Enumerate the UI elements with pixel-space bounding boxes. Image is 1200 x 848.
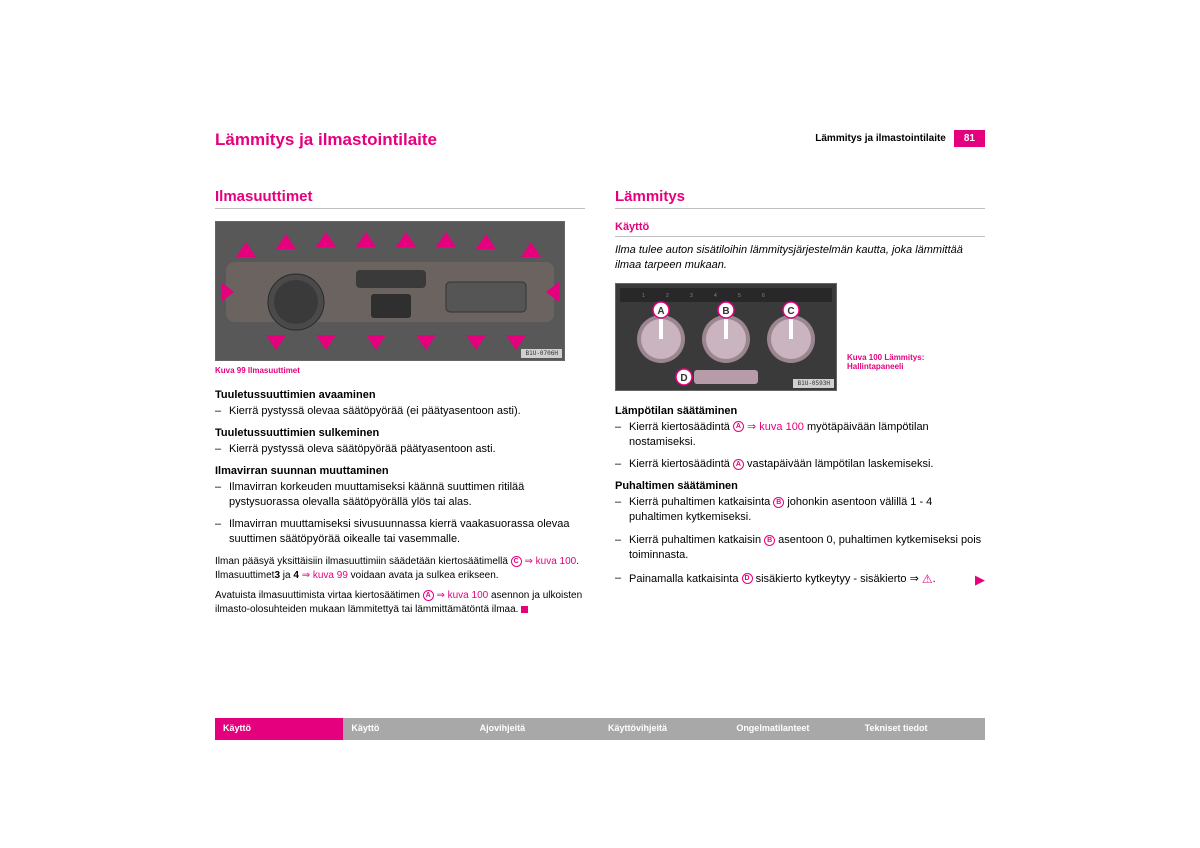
continue-arrow-icon: ▶	[975, 571, 985, 589]
figure-99-caption: Kuva 99 Ilmasuuttimet	[215, 366, 585, 375]
figure-100-badge: B1U-0593H	[793, 379, 834, 388]
right-sub: Käyttö	[615, 221, 985, 237]
left-s2-head: Tuuletussuuttimien sulkeminen	[215, 427, 585, 439]
text: Ilman pääsyä yksittäisiin ilmasuuttimiin…	[215, 556, 511, 567]
label-b-icon: B	[764, 535, 775, 546]
bullet: – Kierrä kiertosäädintä A vastapäivään l…	[615, 457, 985, 472]
svg-text:6: 6	[762, 293, 765, 299]
bullet: – Kierrä pystyssä oleva säätöpyörää päät…	[215, 442, 585, 457]
bullet-text: Kierrä pystyssä olevaa säätöpyörää (ei p…	[229, 404, 585, 419]
text: Painamalla katkaisinta	[629, 573, 742, 585]
text: .	[933, 573, 936, 585]
figure-99: B1U-0706H	[215, 221, 565, 361]
dash-icon: –	[215, 442, 229, 457]
text: voidaan avata ja sulkea erikseen.	[348, 570, 499, 581]
bullet: – Kierrä pystyssä olevaa säätöpyörää (ei…	[215, 404, 585, 419]
bullet: – Ilmavirran muuttamiseksi sivusuunnassa…	[215, 517, 585, 547]
right-s1-head: Lämpötilan säätäminen	[615, 405, 985, 417]
figure-100-caption: Kuva 100 Lämmitys: Hallintapaneeli	[847, 353, 957, 371]
ref-link[interactable]: ⇒ kuva 100	[434, 590, 489, 601]
text: Avatuista ilmasuuttimista virtaa kiertos…	[215, 590, 423, 601]
tab-ajovihjeita[interactable]: Ajovihjeitä	[472, 718, 600, 740]
text: Kierrä puhaltimen katkaisinta	[629, 496, 773, 508]
ref-link[interactable]: ⇒ kuva 99	[299, 570, 348, 581]
left-s1-head: Tuuletussuuttimien avaaminen	[215, 389, 585, 401]
tab-kaytto[interactable]: Käyttö	[343, 718, 471, 740]
text: Kierrä kiertosäädintä	[629, 458, 733, 470]
header-section: Lämmitys ja ilmastointilaite	[815, 133, 946, 144]
tab-kaytto-active[interactable]: Käyttö	[215, 718, 343, 740]
bullet: – Kierrä puhaltimen katkaisinta B johonk…	[615, 495, 985, 525]
left-para1: Ilman pääsyä yksittäisiin ilmasuuttimiin…	[215, 555, 585, 583]
dashboard-illustration	[216, 222, 564, 360]
label-a-icon: A	[733, 421, 744, 432]
label-d-icon: D	[742, 573, 753, 584]
right-s2-head: Puhaltimen säätäminen	[615, 480, 985, 492]
bullet: – Kierrä puhaltimen katkaisin B asentoon…	[615, 533, 985, 563]
svg-text:2: 2	[666, 293, 669, 299]
svg-text:D: D	[680, 373, 687, 384]
svg-text:1: 1	[642, 293, 645, 299]
bullet-text: Ilmavirran muuttamiseksi sivusuunnassa k…	[229, 517, 585, 547]
text: Kierrä puhaltimen katkaisin	[629, 534, 764, 546]
left-para2: Avatuista ilmasuuttimista virtaa kiertos…	[215, 589, 585, 617]
dash-icon: –	[215, 404, 229, 419]
dash-icon: –	[215, 480, 229, 510]
svg-text:5: 5	[738, 293, 741, 299]
dash-icon: –	[615, 533, 629, 563]
dash-icon: –	[615, 420, 629, 450]
page-header: Lämmitys ja ilmastointilaite 81	[815, 130, 985, 147]
label-a-icon: A	[423, 590, 434, 601]
right-h2: Lämmitys	[615, 188, 985, 209]
tab-tekniset[interactable]: Tekniset tiedot	[857, 718, 985, 740]
right-intro: Ilma tulee auton sisätiloihin lämmitysjä…	[615, 243, 985, 273]
bullet: – Painamalla katkaisinta D sisäkierto ky…	[615, 571, 985, 589]
text: sisäkierto kytkeytyy - sisäkierto ⇒	[753, 573, 922, 585]
dash-icon: –	[615, 571, 629, 589]
figure-100: 1 2 3 4 5 6	[615, 283, 837, 391]
warning-icon: ⚠	[922, 571, 933, 587]
text: ja	[280, 570, 293, 581]
tab-kayttovihjeita[interactable]: Käyttövihjeitä	[600, 718, 728, 740]
footer-tabs: Käyttö Käyttö Ajovihjeitä Käyttövihjeitä…	[215, 718, 985, 740]
label-c-icon: C	[511, 556, 522, 567]
svg-text:3: 3	[690, 293, 693, 299]
ref-link[interactable]: ⇒ kuva 100	[524, 556, 576, 567]
bullet-text: Kierrä kiertosäädintä A vastapäivään läm…	[629, 457, 985, 472]
bullet-text: Kierrä kiertosäädintä A ⇒ kuva 100 myötä…	[629, 420, 985, 450]
page-number: 81	[954, 130, 985, 147]
end-square-icon	[521, 606, 528, 613]
bullet-text: Ilmavirran korkeuden muuttamiseksi käänn…	[229, 480, 585, 510]
text: vastapäivään lämpötilan laskemiseksi.	[744, 458, 934, 470]
text: Kierrä kiertosäädintä	[629, 421, 733, 433]
left-column: Ilmasuuttimet	[215, 188, 585, 617]
svg-text:B: B	[722, 306, 729, 317]
dash-icon: –	[615, 457, 629, 472]
label-b-icon: B	[773, 497, 784, 508]
dash-icon: –	[215, 517, 229, 547]
bullet-text: Kierrä puhaltimen katkaisin B asentoon 0…	[629, 533, 985, 563]
svg-text:C: C	[787, 306, 794, 317]
dash-icon: –	[615, 495, 629, 525]
ref-link[interactable]: ⇒ kuva 100	[744, 421, 804, 433]
control-panel-illustration: 1 2 3 4 5 6	[616, 284, 836, 390]
tab-ongelmatilanteet[interactable]: Ongelmatilanteet	[728, 718, 856, 740]
left-s3-head: Ilmavirran suunnan muuttaminen	[215, 465, 585, 477]
bullet-text: Kierrä puhaltimen katkaisinta B johonkin…	[629, 495, 985, 525]
figure-99-badge: B1U-0706H	[521, 349, 562, 358]
right-column: Lämmitys Käyttö Ilma tulee auton sisätil…	[615, 188, 985, 617]
bullet: – Kierrä kiertosäädintä A ⇒ kuva 100 myö…	[615, 420, 985, 450]
svg-text:A: A	[657, 306, 664, 317]
bullet-text: Kierrä pystyssä oleva säätöpyörää päätya…	[229, 442, 585, 457]
bullet: – Ilmavirran korkeuden muuttamiseksi kää…	[215, 480, 585, 510]
svg-text:4: 4	[714, 293, 717, 299]
left-h2: Ilmasuuttimet	[215, 188, 585, 209]
bullet-text: Painamalla katkaisinta D sisäkierto kytk…	[629, 571, 985, 589]
label-a-icon: A	[733, 459, 744, 470]
